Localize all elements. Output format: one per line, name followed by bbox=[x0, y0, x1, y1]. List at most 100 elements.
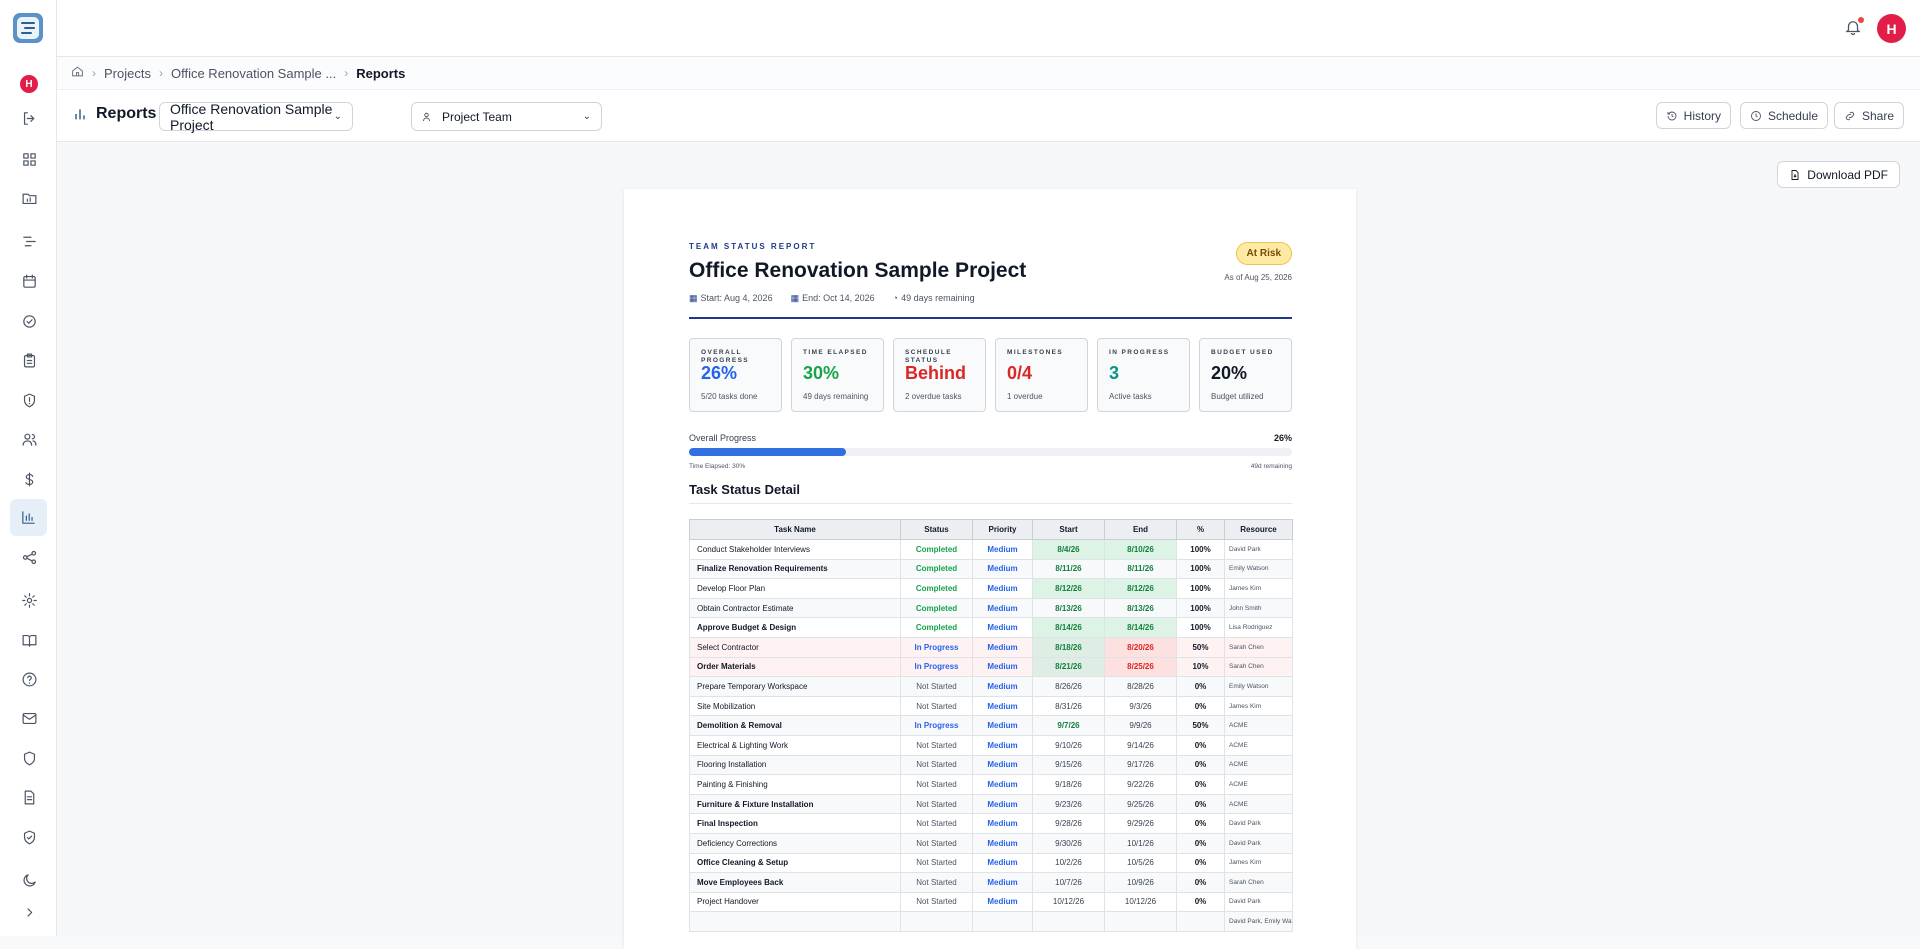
folder-chart-icon[interactable] bbox=[17, 186, 41, 210]
task-status: Completed bbox=[901, 579, 973, 599]
notification-dot bbox=[1858, 17, 1864, 23]
task-name: Site Mobilization bbox=[690, 696, 901, 716]
table-row[interactable]: David Park, Emily Watson bbox=[690, 912, 1293, 932]
logout-icon[interactable] bbox=[17, 106, 41, 130]
moon-icon[interactable] bbox=[17, 868, 41, 892]
project-select[interactable]: Office Renovation Sample Project ⌄ bbox=[159, 102, 353, 131]
task-end: 10/12/26 bbox=[1105, 892, 1177, 912]
task-start: 8/18/26 bbox=[1033, 637, 1105, 657]
task-end: 10/5/26 bbox=[1105, 853, 1177, 873]
kpi-value: 0/4 bbox=[1007, 364, 1032, 382]
shield-check-icon[interactable] bbox=[17, 825, 41, 849]
share-nodes-icon[interactable] bbox=[17, 545, 41, 569]
book-icon[interactable] bbox=[17, 628, 41, 652]
app-logo[interactable] bbox=[13, 13, 43, 43]
check-circle-icon[interactable] bbox=[17, 309, 41, 333]
history-button[interactable]: History bbox=[1656, 102, 1731, 129]
task-start: 9/28/26 bbox=[1033, 814, 1105, 834]
column-header: Status bbox=[901, 520, 973, 540]
home-icon[interactable] bbox=[71, 65, 84, 81]
users-icon[interactable] bbox=[17, 427, 41, 451]
task-resource: ACME bbox=[1225, 755, 1293, 775]
dollar-icon[interactable] bbox=[17, 467, 41, 491]
task-priority: Medium bbox=[973, 696, 1033, 716]
help-icon[interactable] bbox=[17, 667, 41, 691]
download-pdf-button[interactable]: Download PDF bbox=[1777, 161, 1900, 188]
reports-icon[interactable] bbox=[10, 499, 47, 536]
task-priority: Medium bbox=[973, 833, 1033, 853]
sidebar-avatar[interactable]: H bbox=[20, 75, 38, 93]
clipboard-icon[interactable] bbox=[17, 348, 41, 372]
task-end: 8/12/26 bbox=[1105, 579, 1177, 599]
shield-alert-icon[interactable] bbox=[17, 388, 41, 412]
task-percent: 0% bbox=[1177, 755, 1225, 775]
schedule-button[interactable]: Schedule bbox=[1740, 102, 1828, 129]
clock-icon bbox=[1750, 110, 1762, 122]
schedule-label: Schedule bbox=[1768, 109, 1818, 123]
task-resource: Sarah Chen bbox=[1225, 657, 1293, 677]
task-end: 9/17/26 bbox=[1105, 755, 1177, 775]
breadcrumb-project[interactable]: Office Renovation Sample ... bbox=[171, 66, 336, 81]
task-name: Move Employees Back bbox=[690, 873, 901, 893]
document-icon[interactable] bbox=[17, 785, 41, 809]
team-select[interactable]: Project Team ⌄ bbox=[411, 102, 602, 131]
task-start: 8/13/26 bbox=[1033, 598, 1105, 618]
task-end: 9/9/26 bbox=[1105, 716, 1177, 736]
progress-percent: 26% bbox=[1274, 433, 1292, 443]
days-remaining: ◔49 days remaining bbox=[893, 293, 975, 304]
task-priority: Medium bbox=[973, 814, 1033, 834]
task-end: 9/3/26 bbox=[1105, 696, 1177, 716]
task-status: In Progress bbox=[901, 657, 973, 677]
chevron-right-icon: › bbox=[344, 66, 348, 80]
calendar-icon[interactable] bbox=[17, 269, 41, 293]
share-button[interactable]: Share bbox=[1834, 102, 1904, 129]
task-percent: 10% bbox=[1177, 657, 1225, 677]
kpi-label: IN PROGRESS bbox=[1109, 349, 1178, 367]
expand-sidebar-icon[interactable] bbox=[17, 900, 41, 924]
dashboard-icon[interactable] bbox=[17, 147, 41, 171]
task-start: 9/18/26 bbox=[1033, 775, 1105, 795]
task-status: Not Started bbox=[901, 833, 973, 853]
shield-icon[interactable] bbox=[17, 746, 41, 770]
mail-icon[interactable] bbox=[17, 706, 41, 730]
task-resource: David Park bbox=[1225, 814, 1293, 834]
task-start: 10/7/26 bbox=[1033, 873, 1105, 893]
task-name: Develop Floor Plan bbox=[690, 579, 901, 599]
task-status: Completed bbox=[901, 618, 973, 638]
task-name: Deficiency Corrections bbox=[690, 833, 901, 853]
gantt-icon[interactable] bbox=[17, 229, 41, 253]
task-name: Order Materials bbox=[690, 657, 901, 677]
notifications-icon[interactable] bbox=[1844, 18, 1864, 38]
breadcrumb-projects[interactable]: Projects bbox=[104, 66, 151, 81]
task-end: 8/10/26 bbox=[1105, 540, 1177, 560]
task-percent: 0% bbox=[1177, 794, 1225, 814]
task-start: 8/4/26 bbox=[1033, 540, 1105, 560]
task-status: In Progress bbox=[901, 637, 973, 657]
user-avatar[interactable]: H bbox=[1877, 14, 1906, 43]
gear-icon[interactable] bbox=[17, 588, 41, 612]
